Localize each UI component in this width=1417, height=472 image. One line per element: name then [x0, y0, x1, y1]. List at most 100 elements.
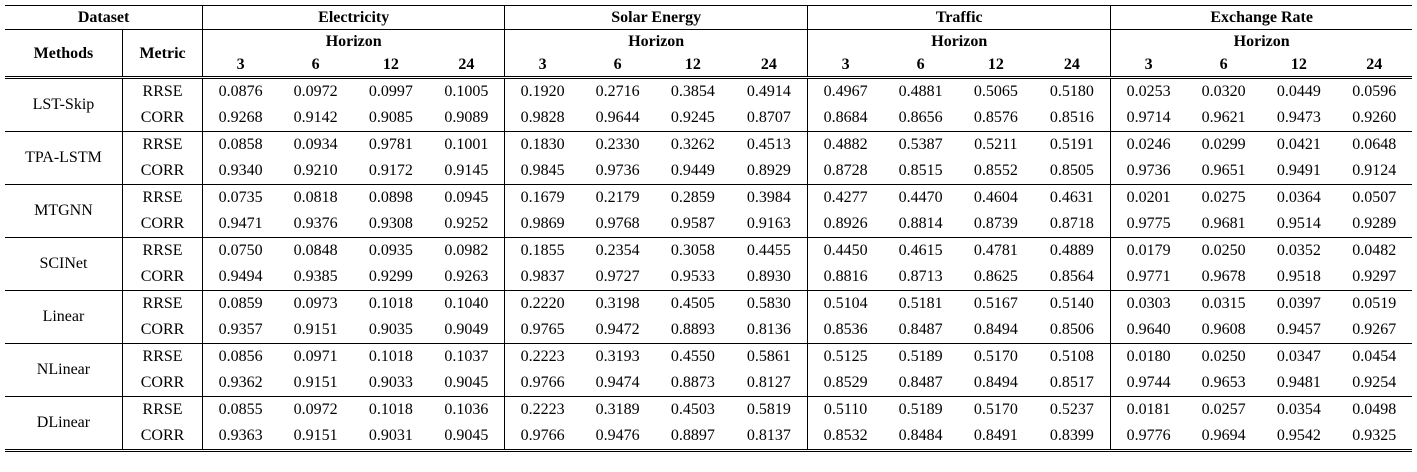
value-cell: 0.4889 — [1033, 237, 1112, 264]
table-row: MTGNN RRSE 0.0735 0.0818 0.0898 0.0945 0.1679 0… — [5, 184, 1412, 238]
value-cell: 0.9252 — [428, 211, 506, 238]
value-cell: 0.9245 — [655, 105, 731, 132]
value-cell: 0.9491 — [1261, 158, 1337, 185]
value-cell: 0.9299 — [353, 264, 429, 291]
value-cell: 0.9267 — [1336, 317, 1412, 344]
value-cell: 0.9151 — [277, 370, 354, 397]
value-cell: 0.4503 — [670, 401, 715, 418]
results-table: Dataset Electricity Solar Energy Traffic… — [5, 5, 1412, 452]
value-cell: 0.9385 — [277, 264, 354, 291]
value-cell: 0.0818 — [293, 189, 338, 206]
table-row: CORR 0.9471 0.9376 0.9308 0.9252 0.9869 0.9768… — [5, 211, 1412, 238]
value-cell: 0.8929 — [730, 158, 809, 185]
value-cell: 0.2354 — [595, 242, 640, 259]
value-cell: 0.8532 — [807, 423, 883, 452]
value-cell: 0.9494 — [202, 264, 278, 291]
value-cell: 0.9678 — [1186, 264, 1262, 291]
value-cell: 0.0735 — [218, 189, 263, 206]
value-cell: 0.8505 — [1033, 158, 1112, 185]
value-cell: 0.5189 — [898, 401, 943, 418]
value-cell: 0.9837 — [504, 264, 580, 291]
value-cell: 0.8136 — [730, 317, 809, 344]
value-cell: 0.8897 — [655, 423, 731, 452]
value-cell: 0.9828 — [504, 105, 580, 132]
value-cell: 0.3984 — [730, 184, 809, 211]
value-cell: 0.9124 — [1336, 158, 1412, 185]
value-cell: 0.9268 — [202, 105, 278, 132]
value-cell: 0.9587 — [655, 211, 731, 238]
metric-label: Metric — [122, 29, 204, 79]
horizon-step-header: 6 — [882, 53, 959, 79]
value-cell: 0.0482 — [1352, 242, 1397, 259]
value-cell: 0.5211 — [974, 136, 1018, 153]
value-cell: 0.9533 — [655, 264, 731, 291]
value-cell: 0.5861 — [730, 343, 809, 370]
horizon-label: Horizon — [504, 29, 809, 53]
value-cell: 0.8515 — [882, 158, 959, 185]
value-cell: 0.5830 — [730, 290, 809, 317]
metric-name: CORR — [122, 317, 204, 344]
value-cell: 0.9045 — [428, 370, 506, 397]
value-cell: 0.8930 — [730, 264, 809, 291]
dataset-traffic: Traffic — [807, 5, 1112, 30]
horizon-step-header: 24 — [428, 53, 506, 79]
table-row: NLinear RRSE 0.0856 0.0971 0.1018 0.1037 0.222… — [5, 343, 1412, 397]
value-cell: 0.2220 — [520, 295, 565, 312]
method-name: TPA-LSTM — [5, 131, 123, 185]
value-cell: 0.9325 — [1336, 423, 1412, 452]
value-cell: 0.9736 — [579, 158, 656, 185]
value-cell: 0.5167 — [973, 295, 1018, 312]
value-cell: 0.0354 — [1276, 401, 1321, 418]
value-cell: 0.2716 — [595, 83, 640, 100]
value-cell: 0.9518 — [1261, 264, 1337, 291]
value-cell: 0.9542 — [1261, 423, 1337, 452]
value-cell: 0.0320 — [1201, 83, 1246, 100]
value-cell: 0.1855 — [520, 242, 565, 259]
value-cell: 0.9514 — [1261, 211, 1337, 238]
value-cell: 0.0507 — [1352, 189, 1397, 206]
value-cell: 0.8516 — [1033, 105, 1112, 132]
value-cell: 0.9474 — [579, 370, 656, 397]
method-name: SCINet — [5, 237, 123, 291]
value-cell: 0.0596 — [1352, 83, 1397, 100]
value-cell: 0.9651 — [1186, 158, 1262, 185]
table-body: LST-Skip RRSE 0.0876 0.0972 0.0997 0.1005 0.19… — [5, 77, 1412, 452]
table-row: CORR 0.9362 0.9151 0.9033 0.9045 0.9766 0.9474… — [5, 370, 1412, 397]
value-cell: 0.1018 — [368, 348, 413, 365]
value-cell: 0.9033 — [353, 370, 429, 397]
value-cell: 0.3058 — [670, 242, 715, 259]
value-cell: 0.0180 — [1126, 348, 1171, 365]
value-cell: 0.5104 — [823, 295, 868, 312]
value-cell: 0.9714 — [1110, 105, 1187, 132]
value-cell: 0.0454 — [1352, 348, 1397, 365]
dataset-electricity: Electricity — [202, 5, 506, 30]
value-cell: 0.8529 — [807, 370, 883, 397]
value-cell: 0.9151 — [277, 317, 354, 344]
horizon-label: Horizon — [1233, 33, 1290, 50]
value-cell: 0.0855 — [218, 401, 263, 418]
value-cell: 0.9362 — [202, 370, 278, 397]
horizon-header-row: Methods Metric Horizon Horizon Horizon H… — [5, 29, 1412, 79]
value-cell: 0.9845 — [504, 158, 580, 185]
value-cell: 0.0945 — [428, 184, 506, 211]
methods-label: Methods — [5, 29, 123, 79]
method-name: MTGNN — [5, 184, 123, 238]
value-cell: 0.9035 — [353, 317, 429, 344]
horizon-step-header: 3 — [1110, 53, 1187, 79]
value-cell: 0.8893 — [655, 317, 731, 344]
value-cell: 0.9481 — [1261, 370, 1337, 397]
value-cell: 0.1040 — [428, 290, 506, 317]
value-cell: 0.8399 — [1033, 423, 1112, 452]
value-cell: 0.9163 — [730, 211, 809, 238]
horizon-step-header: 6 — [277, 53, 354, 79]
value-cell: 0.9260 — [1336, 105, 1412, 132]
metric-name: RRSE — [122, 343, 204, 370]
value-cell: 0.0972 — [293, 401, 338, 418]
value-cell: 0.9210 — [277, 158, 354, 185]
horizon-step-header: 3 — [202, 53, 278, 79]
value-cell: 0.0876 — [218, 83, 263, 100]
value-cell: 0.0421 — [1276, 136, 1321, 153]
method-name: DLinear — [5, 396, 123, 452]
value-cell: 0.9172 — [353, 158, 429, 185]
value-cell: 0.5181 — [898, 295, 943, 312]
